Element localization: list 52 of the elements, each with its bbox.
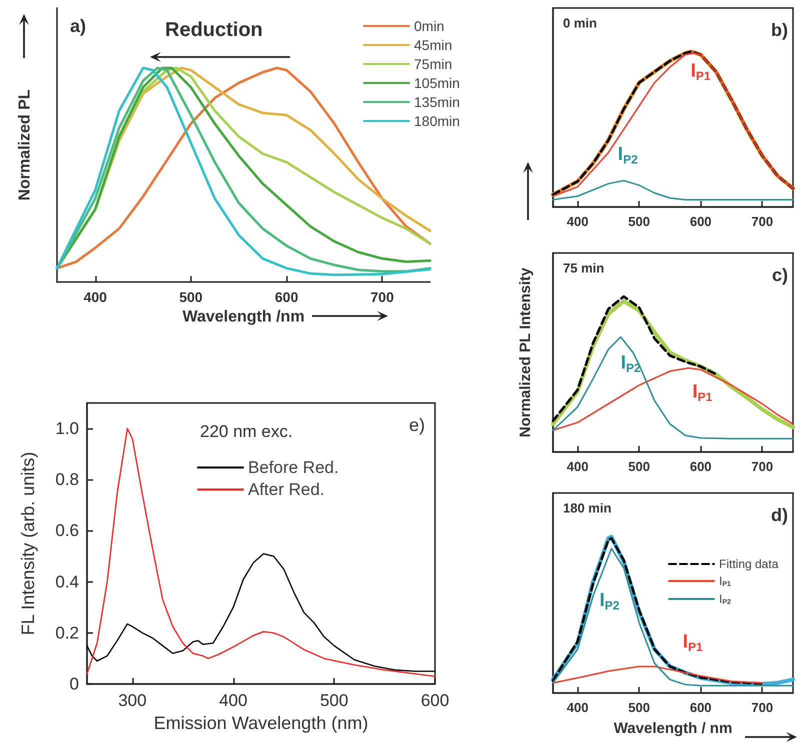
x-tick-label: 500 <box>320 691 348 710</box>
y-axis-title: FL Intensity (arb. units) <box>18 452 38 636</box>
x-axis-title: Emission Wavelength (nm) <box>154 713 368 733</box>
legend-label: Fitting data <box>719 557 779 571</box>
x-tick-label: 400 <box>84 289 108 306</box>
x-tick-label: 500 <box>628 700 650 715</box>
x-tick-label: 400 <box>566 459 588 474</box>
y-tick-label: 0.2 <box>55 623 79 642</box>
legend-label: Before Red. <box>248 458 339 477</box>
legend-label: 0min <box>414 18 444 34</box>
y-axis-title: Normalized PL Intensity <box>517 266 534 438</box>
x-tick-label: 600 <box>274 289 298 306</box>
legend-title: 220 nm exc. <box>200 422 293 441</box>
x-tick-label: 700 <box>370 289 394 306</box>
y-axis-title: Normalized PL <box>16 89 34 201</box>
x-tick-label: 700 <box>751 700 774 715</box>
y-tick-label: 0 <box>70 674 79 694</box>
y-tick-label: 0.8 <box>55 470 79 490</box>
annotation: e) <box>408 415 425 435</box>
x-tick-label: 500 <box>628 214 650 229</box>
x-tick-label: 600 <box>690 214 712 229</box>
x-tick-label: 600 <box>690 459 712 474</box>
text: 0 min <box>563 16 598 30</box>
text: 180 min <box>563 500 612 516</box>
x-tick-label: 500 <box>628 459 650 474</box>
legend-label: 45min <box>414 37 452 53</box>
x-tick-label: 400 <box>566 700 588 715</box>
legend-label: 105min <box>414 75 460 91</box>
x-axis-title: Wavelength / nm <box>614 720 732 737</box>
x-tick-label: 700 <box>751 214 774 229</box>
x-tick-label: 600 <box>690 700 712 715</box>
x-tick-label: 600 <box>420 691 450 710</box>
x-tick-label: 700 <box>751 459 774 474</box>
legend-label: After Red. <box>248 480 325 499</box>
line-series <box>86 553 436 672</box>
y-tick-label: 0.4 <box>55 572 79 592</box>
y-tick-label: 1.0 <box>55 419 79 438</box>
x-tick-label: 400 <box>566 214 588 229</box>
x-tick-label: 500 <box>179 289 203 306</box>
text: Reduction <box>165 19 263 41</box>
text: 75 min <box>563 260 604 276</box>
x-tick-label: 400 <box>219 691 248 710</box>
text: a) <box>70 16 86 36</box>
x-axis-title: Wavelength /nm <box>182 308 305 326</box>
legend-label: 135min <box>414 94 460 110</box>
text: b) <box>771 20 788 40</box>
text: d) <box>771 505 788 525</box>
x-tick-label: 300 <box>118 691 147 710</box>
legend-label: 180min <box>414 113 460 129</box>
legend-label: 75min <box>414 56 452 72</box>
text: c) <box>772 265 788 285</box>
y-tick-label: 0.6 <box>55 521 79 540</box>
